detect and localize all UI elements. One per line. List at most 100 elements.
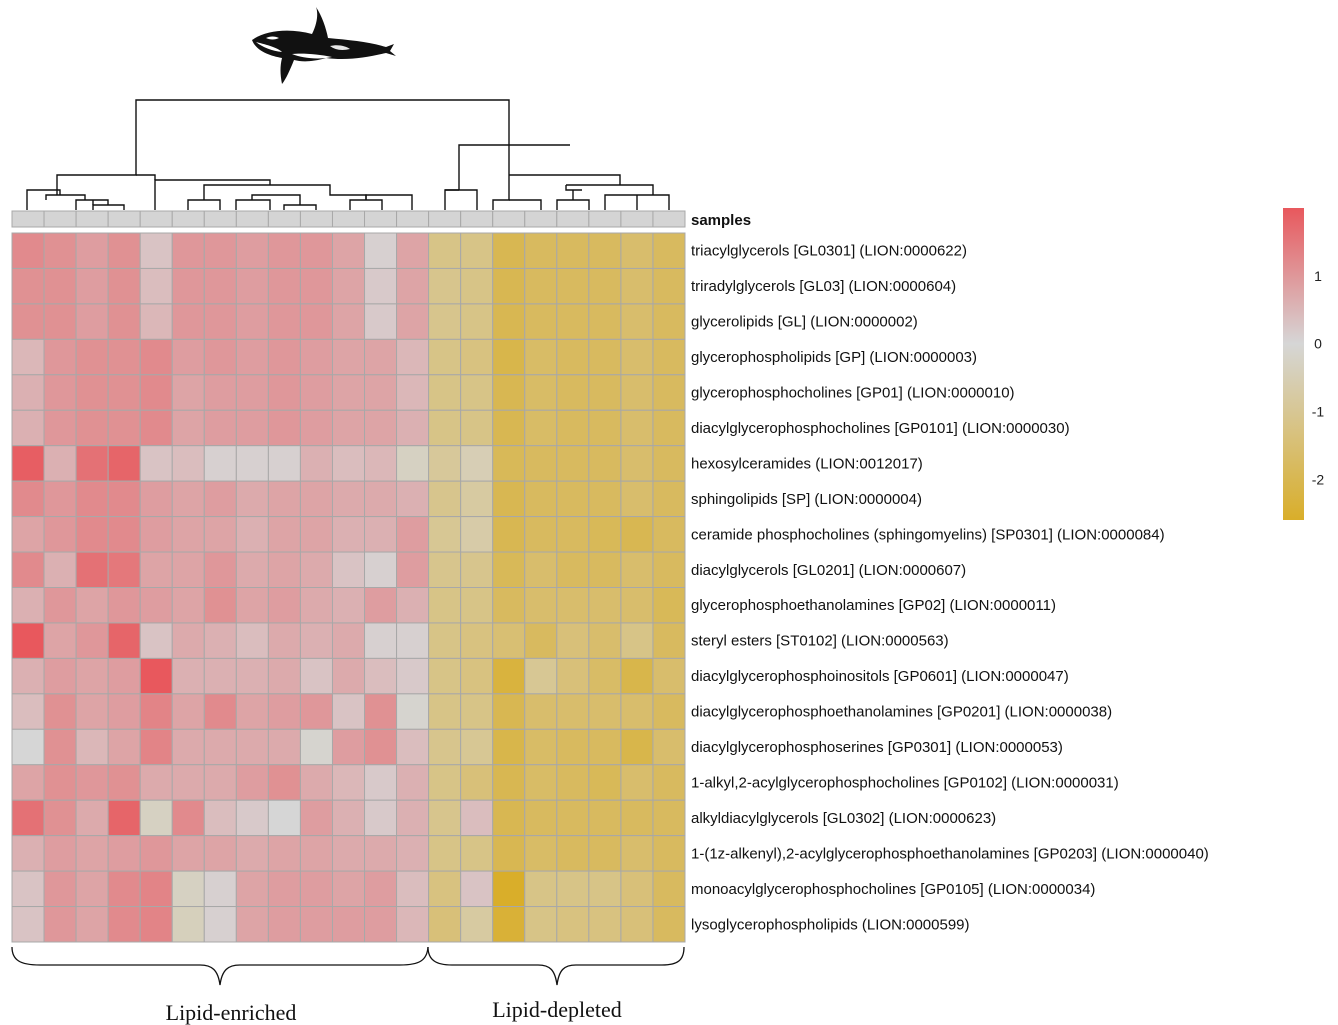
heatmap-cell bbox=[107, 728, 141, 766]
legend-tick-label: -2 bbox=[1312, 471, 1325, 487]
heatmap-cell bbox=[460, 267, 494, 305]
heatmap-cell bbox=[43, 622, 77, 659]
heatmap-cell bbox=[588, 232, 622, 269]
sample-annotation-cell bbox=[299, 210, 333, 228]
heatmap-cell bbox=[428, 764, 462, 801]
heatmap-cell bbox=[588, 374, 622, 411]
heatmap-cell bbox=[588, 267, 622, 305]
row-label: diacylglycerophosphoinositols [GP0601] (… bbox=[691, 668, 1069, 685]
heatmap-cell bbox=[171, 835, 205, 872]
heatmap-cell bbox=[203, 267, 237, 305]
heatmap-cell bbox=[299, 445, 333, 482]
heatmap-cell bbox=[235, 551, 269, 588]
heatmap-cell bbox=[171, 870, 205, 908]
heatmap-cell bbox=[299, 551, 333, 588]
heatmap-cell bbox=[524, 764, 558, 801]
heatmap-cell bbox=[203, 906, 237, 943]
heatmap-cell bbox=[364, 480, 398, 518]
heatmap-cell bbox=[331, 445, 366, 482]
row-label: diacylglycerophosphocholines [GP0101] (L… bbox=[691, 420, 1070, 437]
heatmap-cell bbox=[492, 799, 526, 837]
heatmap-cell bbox=[11, 267, 45, 305]
heatmap-cells bbox=[11, 232, 686, 943]
heatmap-cell bbox=[396, 870, 430, 908]
heatmap-cell bbox=[396, 799, 430, 837]
heatmap-cell bbox=[107, 622, 141, 659]
sample-annotation-cell bbox=[556, 210, 590, 228]
heatmap-cell bbox=[299, 303, 333, 340]
sample-annotation-cell bbox=[75, 210, 109, 228]
heatmap-cell bbox=[460, 764, 494, 801]
heatmap-cell bbox=[203, 374, 237, 411]
heatmap-cell bbox=[11, 693, 45, 730]
row-label: diacylglycerols [GL0201] (LION:0000607) bbox=[691, 562, 966, 579]
heatmap-cell bbox=[139, 693, 173, 730]
heatmap-cell bbox=[652, 480, 686, 518]
heatmap-cell bbox=[43, 693, 77, 730]
heatmap-cell bbox=[492, 480, 526, 518]
heatmap-cell bbox=[460, 338, 494, 376]
heatmap-cell bbox=[331, 516, 366, 553]
heatmap-cell bbox=[460, 409, 494, 447]
heatmap-cell bbox=[267, 764, 301, 801]
heatmap-cell bbox=[460, 622, 494, 659]
heatmap-cell bbox=[428, 551, 462, 588]
heatmap-cell bbox=[428, 835, 462, 872]
heatmap-cell bbox=[171, 622, 205, 659]
heatmap-cell bbox=[75, 232, 109, 269]
heatmap-cell bbox=[652, 906, 686, 943]
heatmap-cell bbox=[588, 338, 622, 376]
sample-annotation-cell bbox=[396, 210, 430, 228]
heatmap-cell bbox=[396, 906, 430, 943]
heatmap-cell bbox=[331, 799, 366, 837]
heatmap-cell bbox=[652, 870, 686, 908]
heatmap-cell bbox=[364, 835, 398, 872]
row-label: hexosylceramides (LION:0012017) bbox=[691, 455, 923, 472]
heatmap-cell bbox=[171, 480, 205, 518]
sample-annotation-cell bbox=[267, 210, 301, 228]
sample-annotation-cell bbox=[171, 210, 205, 228]
heatmap-cell bbox=[556, 267, 590, 305]
heatmap-cell bbox=[364, 906, 398, 943]
row-label: glycerophosphoethanolamines [GP02] (LION… bbox=[691, 597, 1056, 614]
legend-tick-label: 0 bbox=[1314, 336, 1322, 352]
heatmap-cell bbox=[171, 587, 205, 624]
row-label: alkyldiacylglycerols [GL0302] (LION:0000… bbox=[691, 810, 996, 827]
heatmap-cell bbox=[396, 267, 430, 305]
heatmap-cell bbox=[524, 870, 558, 908]
heatmap-cell bbox=[107, 480, 141, 518]
heatmap-cell bbox=[428, 445, 462, 482]
heatmap-cell bbox=[652, 693, 686, 730]
heatmap-cell bbox=[364, 799, 398, 837]
heatmap-cell bbox=[492, 764, 526, 801]
heatmap-cell bbox=[331, 906, 366, 943]
heatmap-cell bbox=[524, 622, 558, 659]
heatmap-cell bbox=[652, 374, 686, 411]
heatmap-cell bbox=[235, 764, 269, 801]
heatmap-cell bbox=[75, 303, 109, 340]
row-label: monoacylglycerophosphocholines [GP0105] … bbox=[691, 881, 1095, 898]
heatmap-cell bbox=[171, 551, 205, 588]
heatmap-cell bbox=[11, 799, 45, 837]
heatmap-cell bbox=[620, 799, 654, 837]
heatmap-cell bbox=[139, 870, 173, 908]
heatmap-cell bbox=[428, 409, 462, 447]
heatmap-cell bbox=[11, 835, 45, 872]
heatmap-cell bbox=[396, 374, 430, 411]
heatmap-cell bbox=[203, 764, 237, 801]
heatmap-cell bbox=[43, 835, 77, 872]
heatmap-cell bbox=[267, 657, 301, 695]
sample-annotation-cell bbox=[43, 210, 77, 228]
heatmap-cell bbox=[235, 906, 269, 943]
heatmap-cell bbox=[299, 870, 333, 908]
heatmap-cell bbox=[235, 374, 269, 411]
heatmap-cell bbox=[75, 445, 109, 482]
heatmap-cell bbox=[139, 445, 173, 482]
heatmap-cell bbox=[364, 374, 398, 411]
heatmap-cell bbox=[139, 906, 173, 943]
heatmap-cell bbox=[364, 516, 398, 553]
heatmap-cell bbox=[364, 267, 398, 305]
heatmap-cell bbox=[620, 835, 654, 872]
heatmap-cell bbox=[460, 587, 494, 624]
heatmap-cell bbox=[107, 657, 141, 695]
